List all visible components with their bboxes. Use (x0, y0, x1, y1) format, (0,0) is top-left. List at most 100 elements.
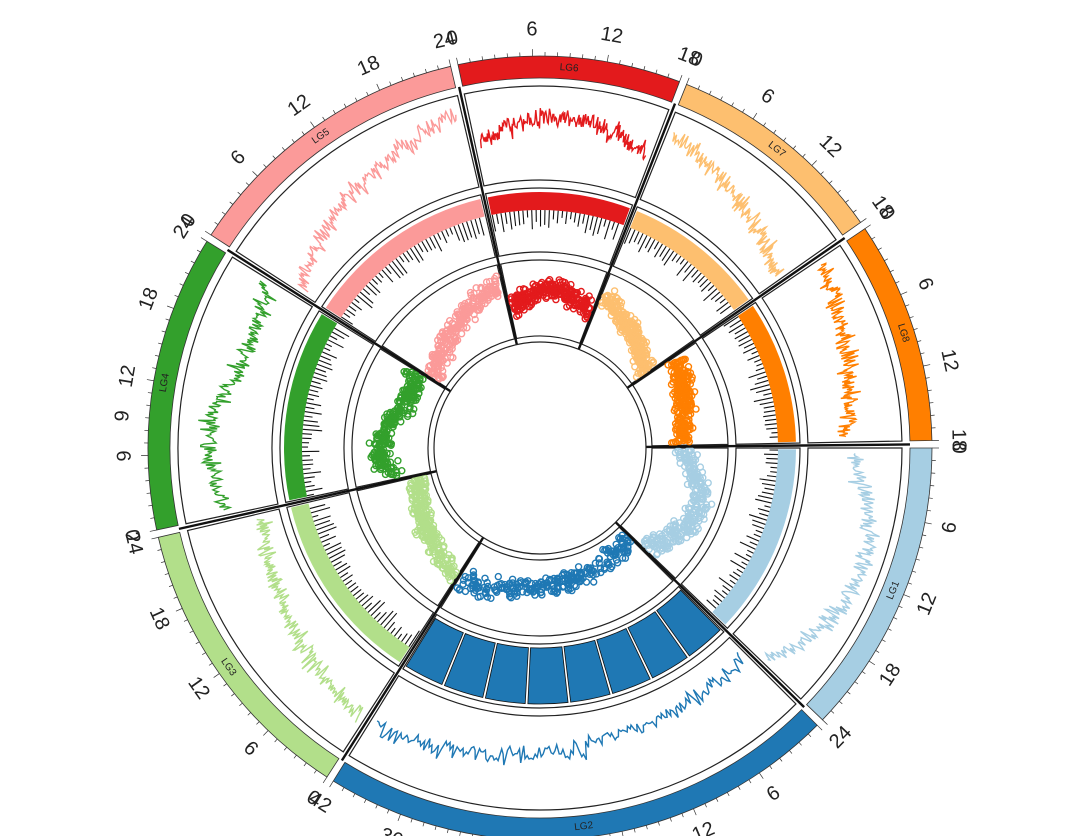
bar-spikes-lg1 (706, 449, 778, 609)
tick-label-lg4-6: 6 (112, 450, 134, 462)
tick-label-lg4-9: 9 (111, 410, 134, 423)
line-series-lg3 (256, 518, 364, 723)
tick-label-lg5-12: 12 (284, 90, 315, 121)
sector-divider-2 (340, 536, 485, 762)
tick-label-lg2-36: 36 (377, 824, 406, 836)
bar-spikes-lg6 (491, 209, 620, 240)
scatter-points-lg1 (640, 447, 716, 559)
tick-label-lg1-24: 24 (825, 722, 856, 753)
bar-lg2-4 (563, 639, 611, 703)
line-series-lg4 (198, 280, 277, 511)
ideogram-lg1 (806, 447, 933, 721)
sector-label-lg2: LG2 (574, 820, 594, 833)
line-track-frame-lg8 (761, 244, 903, 444)
sector-divider-6 (577, 103, 677, 350)
tick-label-lg6-0: 0 (445, 27, 460, 51)
tick-label-lg2-12: 12 (689, 817, 718, 836)
tick-label-lg1-12: 12 (913, 590, 942, 619)
bar-band-lg8 (737, 305, 796, 443)
ideogram-lg2 (332, 709, 818, 836)
line-track-frame-lg6 (463, 85, 670, 199)
bar-lg2-6 (484, 642, 529, 704)
tick-label-lg5-24: 24 (431, 27, 458, 53)
bar-lg2-5 (527, 646, 569, 705)
tick-label-lg7-12: 12 (815, 131, 846, 162)
scatter-points-lg3 (405, 474, 460, 585)
tick-label-lg7-6: 6 (757, 84, 778, 109)
sector-divider-7 (626, 237, 846, 389)
bar-band-lg3 (291, 503, 410, 663)
sector-divider-3 (178, 469, 437, 531)
tick-label-lg4-12: 12 (115, 363, 140, 389)
ideogram-lg4 (147, 240, 227, 531)
bar-track-frame-lg7 (612, 206, 754, 337)
scatter-points-lg7 (598, 287, 657, 381)
bar-spikes-lg7 (623, 227, 732, 315)
tick-label-lg6-12: 12 (599, 23, 625, 48)
tick-label-lg3-12: 12 (183, 673, 214, 704)
bar-lg2-2 (627, 611, 688, 679)
scatter-track (351, 259, 729, 637)
bar-band-lg4 (284, 314, 338, 501)
ideogram-lg7 (677, 83, 862, 236)
sector-label-lg6: LG6 (559, 62, 579, 74)
tick-label-lg1-0: 0 (948, 442, 970, 453)
tick-label-lg4-0: 0 (120, 528, 144, 543)
tick-label-lg6-6: 6 (526, 18, 538, 40)
tick-label-lg8-18: 18 (947, 429, 969, 452)
bar-lg2-8 (405, 617, 464, 686)
tick-label-lg3-6: 6 (239, 737, 262, 761)
bar-spikes-lg5 (341, 217, 485, 325)
scatter-points-lg6 (507, 276, 596, 323)
tick-label-lg8-12: 12 (936, 347, 962, 373)
tick-label-lg4-18: 18 (134, 285, 162, 314)
line-track-frame-lg1 (732, 447, 903, 700)
center-hole (433, 341, 647, 555)
tick-label-lg5-18: 18 (354, 51, 383, 80)
scatter-points-lg2 (453, 531, 635, 602)
tick-label-lg5-6: 6 (226, 146, 250, 169)
ideogram-lg6 (457, 55, 681, 103)
ideogram-lg8 (846, 228, 933, 442)
bar-band-lg5 (325, 199, 485, 318)
line-series-lg7 (672, 131, 785, 277)
line-track (177, 85, 903, 811)
sector-divider-8 (645, 443, 910, 449)
sector-divider-5 (457, 86, 519, 345)
sector-gap-layer (178, 86, 910, 762)
ideogram-lg5 (210, 65, 457, 248)
sector-divider-1 (614, 521, 805, 708)
line-series-lg1 (764, 453, 880, 662)
scatter-points-lg5 (424, 272, 502, 383)
tick-label-lg3-24: 24 (120, 530, 146, 557)
line-track-frame-lg2 (348, 636, 797, 811)
tick-label-lg1-18: 18 (875, 659, 906, 690)
bar-band-lg7 (630, 211, 749, 311)
line-series-lg2 (376, 652, 744, 766)
ideogram-lg3 (157, 531, 340, 778)
bar-lg2-3 (596, 627, 651, 694)
bar-lg2-7 (443, 633, 496, 698)
tick-label-lg1-6: 6 (938, 520, 962, 535)
bar-band-lg1 (712, 449, 796, 625)
bar-spikes-lg4 (301, 327, 350, 497)
line-series-lg6 (479, 108, 647, 161)
line-track-frame-lg5 (235, 94, 480, 304)
bar-spikes-lg3 (309, 504, 420, 647)
tick-label-lg2-6: 6 (763, 782, 785, 806)
bar-lg2-1 (656, 589, 721, 657)
bar-track-frame-lg1 (680, 447, 801, 630)
tick-label-lg8-6: 6 (913, 275, 938, 294)
scatter-points-lg4 (365, 368, 427, 480)
sector-divider-4 (226, 248, 452, 393)
tick-label-lg3-18: 18 (145, 604, 174, 633)
scatter-points-lg8 (664, 355, 700, 447)
line-series-lg5 (296, 108, 457, 293)
bar-track (279, 187, 801, 709)
line-series-lg8 (816, 262, 861, 438)
bar-band-lg6 (487, 192, 630, 226)
line-track-frame-lg4 (177, 256, 314, 525)
